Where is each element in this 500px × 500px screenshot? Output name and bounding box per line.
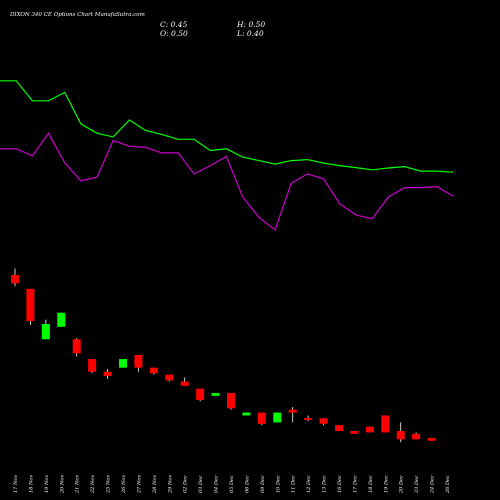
- candle-body: [11, 274, 19, 284]
- x-tick-label: 20 Dec: [399, 475, 405, 494]
- candle-body: [72, 339, 81, 354]
- candle-body: [119, 359, 127, 368]
- x-tick-label: 20 Nov: [59, 475, 65, 494]
- candle-body: [257, 412, 266, 424]
- candle-body: [134, 355, 143, 368]
- x-tick-label: 19 Dec: [383, 475, 389, 493]
- x-axis-ticks: 17 Nov 18 Nov 19 Nov 20 Nov 21 Nov 22 Nov 25 N…: [13, 475, 451, 494]
- x-tick-label: 10 Dec: [275, 475, 281, 493]
- x-tick-label: 18 Nov: [28, 475, 34, 493]
- x-tick-label: 05 Dec: [229, 475, 235, 493]
- open-readout: O: 0.50: [160, 29, 188, 38]
- close-readout: C: 0.45: [160, 20, 188, 29]
- candle-body: [412, 433, 421, 440]
- high-readout: H: 0.50: [236, 20, 265, 29]
- candle-body: [149, 367, 158, 374]
- candle-body: [365, 426, 374, 433]
- x-tick-label: 25 Nov: [106, 475, 112, 494]
- x-tick-label: 06 Dec: [244, 475, 250, 493]
- x-tick-label: 23 Dec: [414, 475, 420, 494]
- candle-body: [211, 392, 220, 396]
- candle-body: [350, 430, 359, 434]
- x-tick-label: 04 Dec: [214, 475, 220, 493]
- chart-title: DIXON 340 CE Options Chart MunafaSutra.c…: [9, 12, 145, 18]
- x-tick-label: 16 Dec: [337, 475, 343, 493]
- x-tick-label: 19 Nov: [44, 475, 50, 493]
- candle-body: [427, 437, 436, 441]
- candle-body: [396, 430, 405, 440]
- x-tick-label: 17 Nov: [13, 475, 19, 493]
- indicator-line-1: [0, 80, 454, 173]
- candle-body: [319, 418, 328, 424]
- candle-body: [41, 323, 50, 340]
- x-tick-label: 09 Dec: [260, 475, 266, 493]
- candle-body: [196, 388, 205, 400]
- x-tick-label: 28 Nov: [152, 475, 158, 494]
- x-tick-label: 26 Dec: [445, 475, 451, 494]
- candle-body: [288, 409, 297, 413]
- x-tick-label: 22 Nov: [90, 475, 96, 494]
- x-tick-label: 13 Dec: [322, 475, 328, 493]
- x-tick-label: 02 Dec: [183, 475, 189, 493]
- x-tick-label: 21 Nov: [75, 475, 81, 494]
- candle-body: [165, 374, 174, 381]
- indicator-lines: [0, 80, 454, 231]
- x-tick-label: 26 Nov: [121, 475, 127, 494]
- low-readout: L: 0.40: [236, 29, 264, 38]
- candle-body: [273, 412, 282, 423]
- candle-body: [335, 425, 343, 431]
- candlestick-series: [11, 268, 436, 443]
- candle-body: [242, 412, 251, 416]
- candle-body: [26, 288, 35, 322]
- x-tick-label: 12 Dec: [306, 475, 312, 493]
- indicator-line-2: [0, 132, 454, 231]
- x-tick-label: 11 Dec: [291, 475, 297, 493]
- candle-body: [304, 418, 313, 421]
- candle-body: [103, 371, 112, 377]
- candle-body: [227, 392, 235, 409]
- x-tick-label: 29 Nov: [167, 475, 173, 494]
- x-tick-label: 03 Dec: [198, 475, 204, 493]
- x-tick-label: 24 Dec: [430, 475, 436, 494]
- x-tick-label: 27 Nov: [136, 475, 142, 494]
- x-tick-label: 18 Dec: [368, 475, 374, 493]
- x-tick-label: 17 Dec: [352, 475, 358, 493]
- candle-body: [88, 359, 97, 372]
- candle-body: [57, 312, 66, 327]
- candle-body: [180, 381, 189, 386]
- candle-body: [381, 415, 390, 433]
